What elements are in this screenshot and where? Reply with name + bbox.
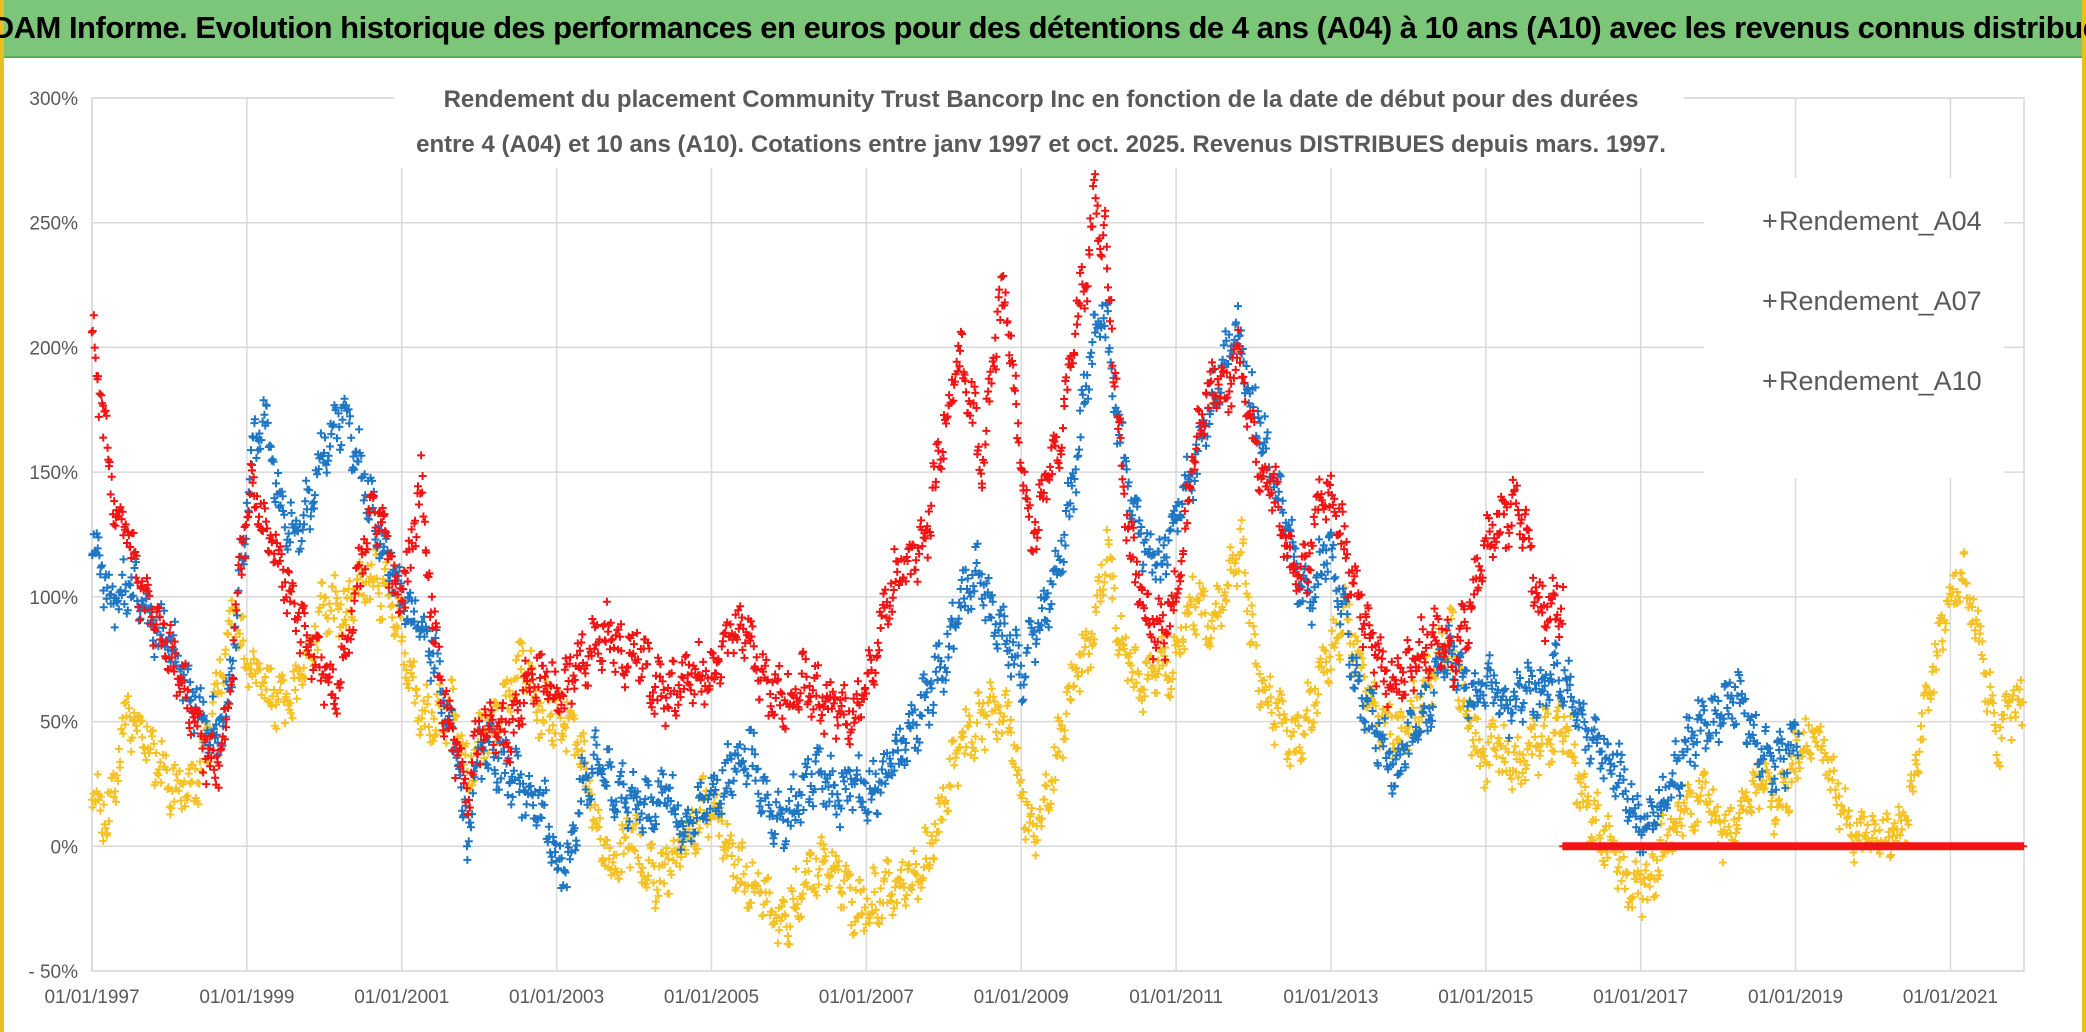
y-tick-label: 100% [29,588,78,609]
y-tick-label: 200% [29,338,78,359]
chart-title-line-1: Rendement du placement Community Trust B… [444,86,1639,113]
chart-canvas: 300% 250% 200% 150% 100% 50% 0% - 50% 01/01/1997… [28,58,2028,1008]
x-tick-label: 01/01/2021 [1903,987,1998,1008]
x-tick-label: 01/01/2015 [1438,987,1533,1008]
series-rendement_a04 [87,516,2028,949]
x-tick-label: 01/01/2017 [1593,987,1688,1008]
chart-title: Rendement du placement Community Trust B… [394,58,1684,168]
series-markers-rendement_a04 [87,516,2028,949]
legend-label-a04: Rendement_A04 [1779,206,1982,236]
legend-marker-a07: + [1762,286,1778,316]
series-rendement_a07 [88,299,1803,892]
x-tick-label: 01/01/2005 [664,987,759,1008]
series-markers-rendement_a10 [87,170,2028,851]
x-tick-label: 01/01/2013 [1283,987,1378,1008]
chart-title-line-2: entre 4 (A04) et 10 ans (A10). Cotations… [416,131,1666,158]
report-header: ADAM Informe. Evolution historique des p… [0,0,2086,58]
x-tick-label: 01/01/2007 [819,987,914,1008]
x-tick-label: 01/01/2009 [974,987,1069,1008]
legend-label-a07: Rendement_A07 [1779,286,1982,316]
x-tick-label: 01/01/2001 [354,987,449,1008]
legend-label-a10: Rendement_A10 [1779,366,1982,396]
legend-marker-a10: + [1762,366,1778,396]
x-tick-label: 01/01/1999 [199,987,294,1008]
legend: + Rendement_A04 + Rendement_A07 + Rendem… [1704,178,2004,478]
x-tick-label: 01/01/2003 [509,987,604,1008]
x-tick-label: 01/01/2011 [1129,987,1223,1008]
series-markers-rendement_a07 [88,299,1803,892]
y-tick-label: 300% [29,89,78,110]
y-tick-label: 250% [29,214,78,235]
y-tick-label: - 50% [28,962,78,983]
gridlines [91,97,2025,972]
report-title: ADAM Informe. Evolution historique des p… [0,10,2086,45]
data-series [87,170,2028,949]
y-tick-label: 150% [29,463,78,484]
y-tick-label: 0% [51,837,79,858]
legend-marker-a04: + [1762,206,1778,236]
x-tick-label: 01/01/1997 [44,987,139,1008]
chart-title-background [394,58,1684,168]
legend-background [1704,178,2004,478]
axes: 300% 250% 200% 150% 100% 50% 0% - 50% 01/01/1997… [28,89,1998,1008]
y-tick-label: 50% [40,713,78,734]
series-rendement_a10 [87,170,2028,851]
x-tick-label: 01/01/2019 [1748,987,1843,1008]
